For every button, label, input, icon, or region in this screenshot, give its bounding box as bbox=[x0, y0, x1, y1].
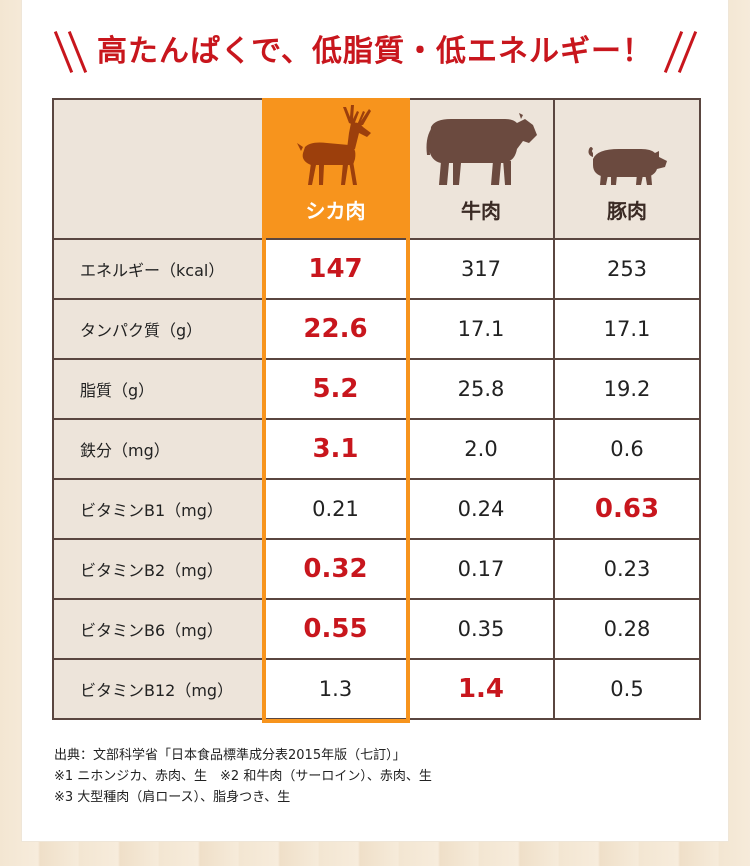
row-label: ビタミンB12（mg） bbox=[52, 658, 264, 720]
row-label: ビタミンB6（mg） bbox=[52, 598, 264, 660]
value-cell-beef: 317 bbox=[407, 238, 555, 300]
value-cell-beef: 0.17 bbox=[407, 538, 555, 600]
row-label: 鉄分（mg） bbox=[52, 418, 264, 480]
value-cell-pork: 19.2 bbox=[553, 358, 701, 420]
value-cell-beef: 2.0 bbox=[407, 418, 555, 480]
column-header-beef: 牛肉 bbox=[407, 98, 555, 240]
column-header-pork: 豚肉 bbox=[553, 98, 701, 240]
nutrition-comparison-table: シカ肉 牛肉 bbox=[52, 98, 701, 720]
table-row: ビタミンB6（mg） 0.55 0.35 0.28 bbox=[52, 598, 701, 660]
table-row: ビタミンB12（mg） 1.3 1.4 0.5 bbox=[52, 658, 701, 720]
value-cell-deer: 22.6 bbox=[262, 298, 409, 360]
source-note-line: ※1 ニホンジカ、赤肉、生 ※2 和牛肉（サーロイン）、赤肉、生 bbox=[54, 769, 432, 784]
row-label: 脂質（g） bbox=[52, 358, 264, 420]
column-label-pork: 豚肉 bbox=[607, 199, 647, 223]
value-cell-pork: 0.5 bbox=[553, 658, 701, 720]
row-label: ビタミンB1（mg） bbox=[52, 478, 264, 540]
row-label: ビタミンB2（mg） bbox=[52, 538, 264, 600]
table-row: エネルギー（kcal） 147 317 253 bbox=[52, 238, 701, 300]
value-cell-pork: 0.23 bbox=[553, 538, 701, 600]
value-cell-beef: 0.35 bbox=[407, 598, 555, 660]
source-note-line: 出典：文部科学省「日本食品標準成分表2015年版（七訂）」 bbox=[54, 748, 406, 763]
value-cell-deer: 0.55 bbox=[262, 598, 409, 660]
column-label-beef: 牛肉 bbox=[461, 199, 501, 223]
source-note-line: ※3 大型種肉（肩ロース）、脂身つき、生 bbox=[54, 790, 291, 805]
value-cell-beef: 0.24 bbox=[407, 478, 555, 540]
pig-icon bbox=[588, 147, 667, 185]
value-cell-deer: 147 bbox=[262, 238, 409, 300]
column-header-deer: シカ肉 bbox=[262, 98, 409, 240]
source-notes: 出典：文部科学省「日本食品標準成分表2015年版（七訂）」 ※1 ニホンジカ、赤… bbox=[54, 745, 714, 808]
value-cell-beef: 1.4 bbox=[407, 658, 555, 720]
column-label-deer: シカ肉 bbox=[305, 199, 366, 223]
table-corner-cell bbox=[52, 98, 264, 240]
cow-icon bbox=[426, 113, 537, 185]
title-area: 高たんぱくで、低脂質・低エネルギー！ bbox=[0, 0, 750, 90]
deer-icon bbox=[296, 105, 371, 185]
value-cell-deer: 3.1 bbox=[262, 418, 409, 480]
value-cell-beef: 25.8 bbox=[407, 358, 555, 420]
table-row: 鉄分（mg） 3.1 2.0 0.6 bbox=[52, 418, 701, 480]
value-cell-beef: 17.1 bbox=[407, 298, 555, 360]
value-cell-pork: 17.1 bbox=[553, 298, 701, 360]
value-cell-deer: 0.32 bbox=[262, 538, 409, 600]
table-row: タンパク質（g） 22.6 17.1 17.1 bbox=[52, 298, 701, 360]
value-cell-deer: 0.21 bbox=[262, 478, 409, 540]
table-row: ビタミンB2（mg） 0.32 0.17 0.23 bbox=[52, 538, 701, 600]
row-label: エネルギー（kcal） bbox=[52, 238, 264, 300]
page-title: 高たんぱくで、低脂質・低エネルギー！ bbox=[97, 34, 653, 69]
table-row: 脂質（g） 5.2 25.8 19.2 bbox=[52, 358, 701, 420]
value-cell-pork: 0.28 bbox=[553, 598, 701, 660]
value-cell-deer: 5.2 bbox=[262, 358, 409, 420]
table-header-row: シカ肉 牛肉 bbox=[52, 98, 701, 240]
value-cell-pork: 0.6 bbox=[553, 418, 701, 480]
row-label: タンパク質（g） bbox=[52, 298, 264, 360]
value-cell-pork: 0.63 bbox=[553, 478, 701, 540]
value-cell-deer: 1.3 bbox=[262, 658, 409, 720]
value-cell-pork: 253 bbox=[553, 238, 701, 300]
table-row: ビタミンB1（mg） 0.21 0.24 0.63 bbox=[52, 478, 701, 540]
